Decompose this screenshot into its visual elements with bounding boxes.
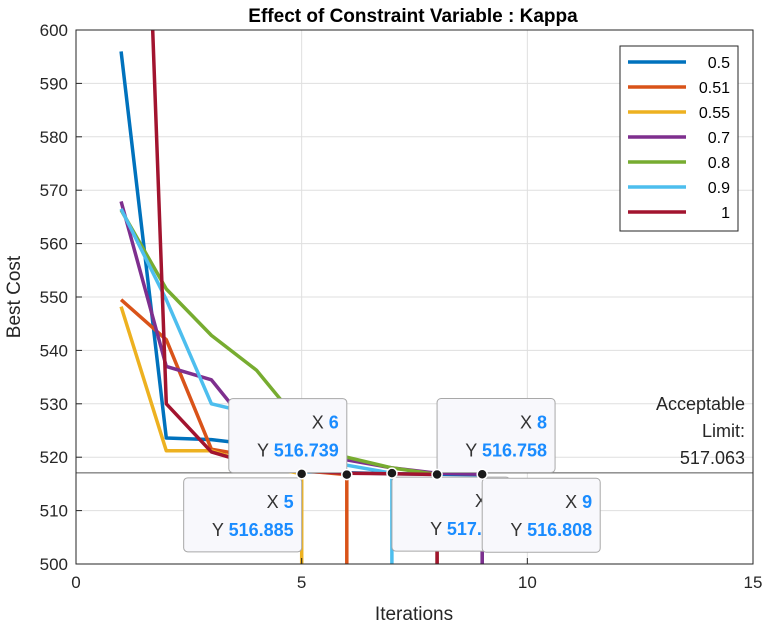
datatip[interactable]: X 8 Y 516.758 <box>431 398 556 481</box>
y-tick-label: 550 <box>40 288 68 307</box>
legend-label: 0.7 <box>708 130 730 147</box>
x-axis-title: Iterations <box>375 604 453 625</box>
datatip-y-text: Y 516.808 <box>510 520 592 540</box>
legend-label: 0.8 <box>708 155 730 172</box>
datatip-marker[interactable] <box>476 468 488 480</box>
datatip-box <box>481 477 601 553</box>
datatip-marker[interactable] <box>295 468 308 480</box>
legend-label: 0.51 <box>699 80 730 97</box>
datatip-x-text: X 9 <box>565 492 592 512</box>
y-tick-label: 590 <box>40 74 68 93</box>
x-tick-label: 0 <box>71 573 80 592</box>
x-tick-label: 10 <box>518 573 537 592</box>
y-tick-label: 530 <box>40 395 68 414</box>
datatip-x-text: X 6 <box>312 413 339 433</box>
legend-label: 0.5 <box>708 55 730 72</box>
reference-label-line: Acceptable <box>656 394 745 414</box>
legend-label: 0.55 <box>699 105 730 122</box>
y-tick-label: 540 <box>40 341 68 360</box>
y-tick-label: 580 <box>40 128 68 147</box>
datatip-box <box>183 477 303 553</box>
x-tick-label: 15 <box>744 573 763 592</box>
y-tick-label: 560 <box>40 235 68 254</box>
y-tick-label: 570 <box>40 181 68 200</box>
y-tick-label: 600 <box>40 21 68 40</box>
y-tick-label: 520 <box>40 448 68 467</box>
legend-label: 1 <box>721 205 730 222</box>
datatip-marker[interactable] <box>341 468 353 481</box>
y-axis-title: Best Cost <box>4 255 25 338</box>
datatip[interactable]: X 5 Y 516.885 <box>183 468 308 553</box>
datatip-box <box>228 398 348 474</box>
datatip-marker[interactable] <box>431 468 443 481</box>
y-tick-label: 500 <box>40 555 68 574</box>
datatip-box <box>436 398 556 474</box>
reference-label-line: 517.063 <box>680 448 745 468</box>
datatip-marker[interactable] <box>386 467 398 479</box>
reference-label-line: Limit: <box>702 421 745 441</box>
chart-title: Effect of Constraint Variable : Kappa <box>248 6 578 27</box>
x-tick-label: 5 <box>297 573 306 592</box>
datatip-y-text: Y 516.885 <box>212 520 294 540</box>
legend: 0.5 0.51 0.55 0.7 0.8 0.9 1 <box>619 45 739 232</box>
datatip[interactable]: X 6 Y 516.739 <box>228 398 353 481</box>
datatip-x-text: X 8 <box>520 413 547 433</box>
datatip[interactable]: X 9 Y 516.808 <box>476 468 601 553</box>
legend-label: 0.9 <box>708 180 730 197</box>
datatip-y-text: Y 516.758 <box>465 441 547 461</box>
datatip-x-text: X 5 <box>267 492 294 512</box>
datatip-y-text: Y 516.739 <box>257 441 339 461</box>
reference-line-label: Acceptable Limit: 517.063 <box>656 394 745 468</box>
y-tick-label: 510 <box>40 502 68 521</box>
